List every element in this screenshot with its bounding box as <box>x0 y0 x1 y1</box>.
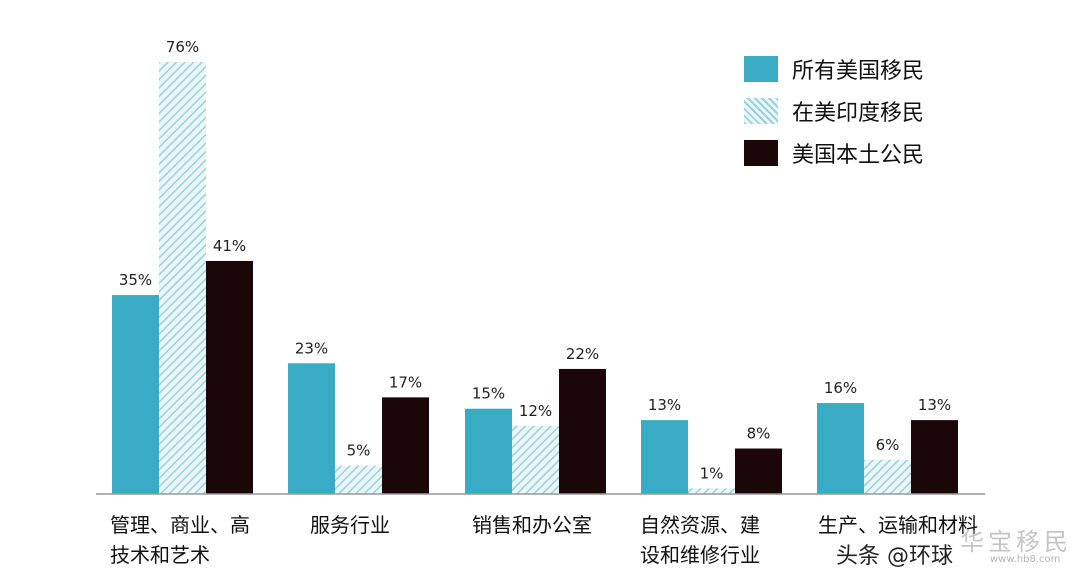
bar-indian-immigrants <box>159 62 206 494</box>
category-label: 生产、运输和材料 <box>818 513 978 537</box>
bar-all-immigrants <box>288 363 335 494</box>
legend: 所有美国移民 在美印度移民 美国本土公民 <box>744 48 924 174</box>
legend-swatch-indian-immigrants <box>744 98 778 124</box>
data-label: 41% <box>213 237 246 255</box>
bar-indian-immigrants <box>512 425 559 494</box>
data-label: 15% <box>472 385 505 403</box>
data-label: 23% <box>295 339 328 357</box>
data-label: 5% <box>347 442 371 460</box>
data-label: 6% <box>876 436 900 454</box>
bar-native-citizens <box>911 420 958 494</box>
legend-label: 所有美国移民 <box>792 59 925 84</box>
bar-all-immigrants <box>465 408 512 494</box>
data-label: 13% <box>648 396 681 414</box>
bar-indian-immigrants <box>335 465 382 494</box>
bar-indian-immigrants <box>864 459 911 494</box>
legend-item: 在美印度移民 <box>744 90 924 132</box>
data-label: 13% <box>918 396 951 414</box>
legend-swatch-native-citizens <box>744 140 778 166</box>
data-label: 8% <box>747 425 771 443</box>
data-label: 22% <box>566 345 599 363</box>
watermark-stamp: 华宝移民 <box>960 528 1072 556</box>
category-label: 服务行业 <box>310 513 390 537</box>
watermark-url: www.hb8.com <box>990 554 1061 565</box>
legend-swatch-all-immigrants <box>744 56 778 82</box>
data-label: 76% <box>166 38 199 56</box>
data-label: 1% <box>700 464 724 482</box>
data-label: 12% <box>519 402 552 420</box>
category-label: 管理、商业、高 技术和艺术 <box>110 513 250 567</box>
bar-native-citizens <box>382 397 429 494</box>
bar-native-citizens <box>206 260 253 494</box>
bar-native-citizens <box>559 368 606 494</box>
legend-label: 美国本土公民 <box>792 143 925 168</box>
watermark-text: 头条 @环球 <box>836 544 953 569</box>
category-label: 销售和办公室 <box>472 513 592 537</box>
legend-item: 所有美国移民 <box>744 48 924 90</box>
bar-all-immigrants <box>112 295 159 494</box>
bar-indian-immigrants <box>688 488 735 494</box>
data-label: 17% <box>389 373 422 391</box>
bar-all-immigrants <box>641 420 688 494</box>
data-label: 16% <box>824 379 857 397</box>
data-label: 35% <box>119 271 152 289</box>
legend-item: 美国本土公民 <box>744 132 924 174</box>
bar-native-citizens <box>735 448 782 494</box>
category-label: 自然资源、建 设和维修行业 <box>640 513 760 567</box>
legend-label: 在美印度移民 <box>792 101 925 126</box>
bar-all-immigrants <box>817 403 864 494</box>
